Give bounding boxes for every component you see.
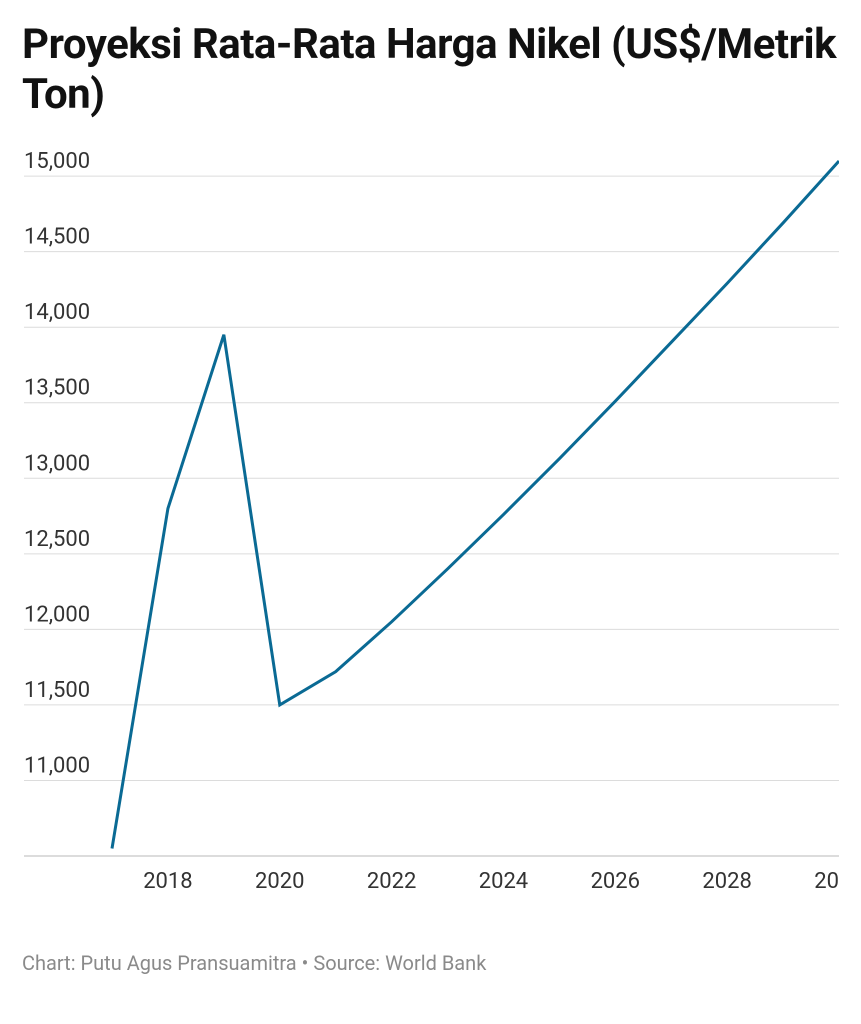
- y-tick-label: 15,000: [24, 151, 90, 174]
- y-tick-label: 11,500: [24, 678, 90, 703]
- x-tick-label: 2020: [255, 869, 304, 894]
- x-tick-label: 2018: [143, 869, 192, 894]
- x-tick-label: 2026: [591, 869, 640, 894]
- x-tick-label: 2022: [367, 869, 416, 894]
- y-tick-label: 12,000: [24, 602, 90, 627]
- line-chart: 11,000 11,500 12,000 12,500 13,000 13,500 14,0…: [22, 151, 839, 911]
- chart-footer: Chart: Putu Agus Pransuamitra • Source: …: [22, 951, 839, 975]
- x-tick-label: 2024: [479, 869, 528, 894]
- y-tick-label: 14,500: [24, 224, 90, 249]
- y-tick-label: 13,500: [24, 376, 90, 401]
- x-tick-label: 2028: [702, 869, 751, 894]
- chart-svg: 11,000 11,500 12,000 12,500 13,000 13,500 14,0…: [22, 151, 839, 911]
- y-tick-label: 14,000: [24, 300, 90, 325]
- chart-title: Proyeksi Rata-Rata Harga Nikel (US$/Metr…: [22, 20, 839, 121]
- y-tick-label: 12,500: [24, 527, 90, 552]
- y-tick-label: 13,000: [24, 451, 90, 476]
- x-tick-label: 2030: [814, 869, 839, 894]
- series-line-nickel_price: [112, 161, 839, 848]
- y-tick-label: 11,000: [24, 753, 90, 778]
